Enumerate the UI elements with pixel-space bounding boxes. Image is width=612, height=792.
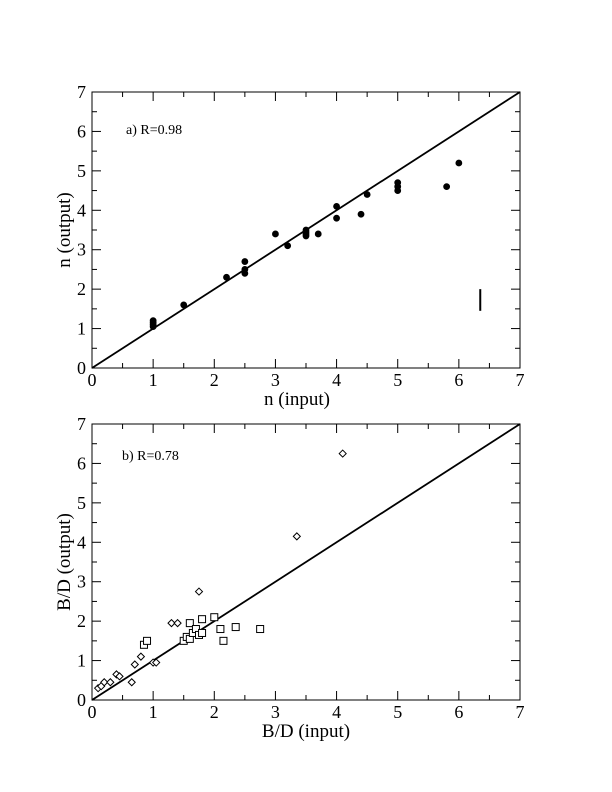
data-point-diamond: [106, 678, 115, 687]
data-point-square: [198, 628, 207, 637]
data-point-square: [198, 615, 207, 624]
panel-a-y-axis-title: n (output): [54, 192, 75, 267]
y-tick-label: 0: [77, 358, 86, 378]
x-tick-label: 6: [454, 370, 463, 390]
panel-a-chart: a) R=0.98 n (input) n (output) 0 1 2 3 4 5 6 70…: [54, 82, 525, 410]
data-point-diamond: [136, 652, 146, 661]
data-point: [223, 273, 230, 281]
panel-b-annotation: b) R=0.78: [122, 449, 179, 464]
x-tick-label: 5: [393, 702, 402, 722]
data-point-diamond: [127, 678, 136, 687]
data-point-diamond: [338, 449, 347, 458]
y-tick-label: 5: [77, 161, 86, 181]
data-point-square: [216, 625, 225, 634]
data-point-square: [143, 636, 152, 645]
data-point: [363, 191, 371, 198]
data-point-square: [219, 636, 228, 645]
data-point-diamond: [292, 532, 302, 541]
y-tick-label: 1: [77, 651, 86, 671]
x-tick-label: 1: [149, 702, 158, 722]
y-tick-label: 7: [77, 414, 86, 434]
data-point-square: [185, 619, 194, 628]
data-point: [272, 230, 279, 238]
x-tick-label: 0: [88, 702, 97, 722]
data-point: [394, 179, 402, 187]
x-tick-label: 3: [271, 370, 280, 390]
panel-a-marks: [91, 91, 521, 369]
x-tick-label: 3: [271, 702, 280, 722]
y-tick-label: 5: [77, 493, 86, 513]
data-point-diamond: [194, 587, 204, 596]
data-point: [333, 214, 340, 222]
data-point-diamond: [130, 660, 140, 669]
x-tick-label: 6: [454, 702, 463, 722]
panel-a-ticks: 0 1 2 3 4 5 6 7 0 1 2 3 4 5 6 7: [77, 82, 525, 390]
x-tick-label: 4: [332, 702, 341, 722]
data-point-square: [210, 613, 219, 622]
panel-a-annotation: a) R=0.98: [126, 123, 182, 138]
x-tick-label: 0: [88, 370, 97, 390]
data-point: [314, 230, 322, 238]
y-tick-label: 2: [77, 611, 86, 631]
panel-a-x-axis-title: n (input): [264, 389, 330, 410]
y-tick-label: 1: [77, 319, 86, 339]
x-tick-label: 4: [332, 370, 341, 390]
data-point: [333, 202, 340, 210]
y-tick-label: 0: [77, 690, 86, 710]
panel-b-chart: b) R=0.78 B/D (input) B/D (output) 0 1 2 3 4…: [54, 414, 525, 742]
data-point: [443, 183, 451, 191]
data-point: [241, 258, 249, 265]
data-point-diamond: [173, 618, 182, 628]
y-tick-label: 4: [77, 532, 86, 552]
data-point-square: [256, 625, 265, 634]
data-point: [149, 317, 157, 325]
data-point: [241, 266, 249, 273]
x-tick-label: 2: [210, 702, 219, 722]
y-tick-label: 3: [77, 240, 86, 260]
y-tick-label: 4: [77, 200, 86, 220]
x-tick-label: 7: [516, 370, 525, 390]
reference-line-y-equals-x: [91, 423, 521, 701]
x-tick-label: 5: [393, 370, 402, 390]
panel-b-x-axis-title: B/D (input): [262, 721, 350, 742]
data-point-diamond: [167, 618, 176, 628]
data-point-diamond: [151, 658, 161, 667]
y-tick-label: 7: [77, 82, 86, 102]
data-point: [455, 159, 463, 167]
data-point: [302, 226, 310, 234]
data-point-square: [231, 623, 240, 632]
data-point: [284, 242, 292, 250]
x-tick-label: 7: [516, 702, 525, 722]
y-tick-label: 3: [77, 572, 86, 592]
panel-b-y-axis-title: B/D (output): [54, 513, 75, 611]
data-point: [357, 210, 365, 218]
data-point-diamond: [100, 678, 109, 687]
x-tick-label: 2: [210, 370, 219, 390]
panel-b-ticks: 0 1 2 3 4 5 6 7 0 1 2 3 4 5 6 7: [77, 414, 525, 722]
panel-b-marks: [91, 423, 521, 701]
y-tick-label: 6: [77, 453, 86, 473]
x-tick-label: 1: [149, 370, 158, 390]
y-tick-label: 2: [77, 279, 86, 299]
data-point-diamond: [115, 672, 124, 681]
y-tick-label: 6: [77, 121, 86, 141]
data-point: [180, 301, 188, 309]
